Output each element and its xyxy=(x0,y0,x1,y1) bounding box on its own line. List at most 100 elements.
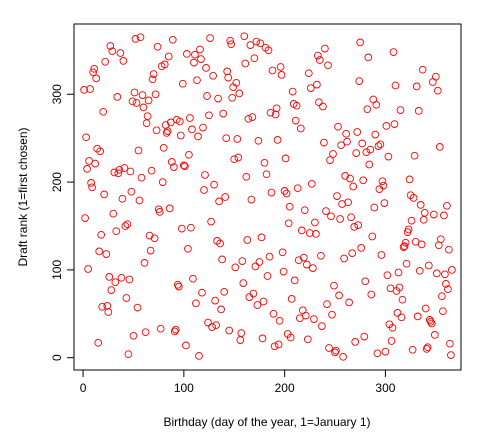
data-point xyxy=(326,156,334,164)
data-point xyxy=(200,186,208,194)
data-point xyxy=(242,172,251,181)
data-point xyxy=(438,292,446,301)
data-point xyxy=(419,215,428,224)
data-point xyxy=(410,151,419,160)
data-point xyxy=(416,201,425,209)
data-point xyxy=(446,339,454,348)
data-point xyxy=(417,240,426,249)
data-point xyxy=(257,233,266,242)
data-point xyxy=(232,78,241,87)
data-point xyxy=(127,187,136,196)
data-point xyxy=(433,86,442,95)
y-axis-label: Draft rank (1=first chosen) xyxy=(16,127,30,266)
data-point xyxy=(292,101,301,110)
data-point xyxy=(291,116,300,125)
data-point xyxy=(423,343,432,352)
data-point xyxy=(155,208,164,216)
data-point xyxy=(374,142,383,150)
data-point xyxy=(372,100,381,109)
data-point xyxy=(331,348,339,357)
data-point xyxy=(236,336,245,344)
data-point xyxy=(185,150,193,159)
data-point xyxy=(356,38,365,47)
data-point xyxy=(370,203,379,212)
data-point xyxy=(260,158,269,167)
data-point xyxy=(271,110,280,119)
data-point xyxy=(140,259,149,267)
data-point xyxy=(139,103,148,112)
data-point xyxy=(310,315,318,323)
data-point xyxy=(340,254,348,263)
data-point xyxy=(196,45,204,54)
data-point xyxy=(233,135,242,143)
data-point xyxy=(126,167,135,176)
data-point xyxy=(131,35,140,43)
data-point xyxy=(388,323,397,332)
data-point xyxy=(304,69,313,78)
data-point xyxy=(228,93,237,102)
x-axis-label: Birthday (day of the year, 1=January 1) xyxy=(163,415,370,429)
data-point xyxy=(122,294,131,302)
data-point xyxy=(119,57,128,65)
data-point xyxy=(306,84,315,92)
data-point xyxy=(195,352,203,360)
data-point xyxy=(381,347,390,356)
data-point xyxy=(203,92,211,100)
data-point xyxy=(125,275,134,284)
data-point xyxy=(327,212,335,221)
data-point xyxy=(128,97,137,106)
data-point xyxy=(102,250,111,258)
data-point xyxy=(258,334,267,343)
data-point xyxy=(426,317,435,326)
data-point xyxy=(413,312,422,321)
data-point xyxy=(180,161,188,170)
data-point xyxy=(274,340,283,349)
data-point xyxy=(276,63,285,71)
data-point xyxy=(219,109,228,118)
data-point xyxy=(380,199,389,207)
data-point xyxy=(82,133,90,142)
data-point xyxy=(88,183,96,192)
data-point xyxy=(171,325,180,334)
data-point xyxy=(296,124,305,133)
data-point xyxy=(268,66,277,75)
data-point xyxy=(239,279,248,287)
data-point xyxy=(442,280,450,288)
data-point xyxy=(98,302,107,311)
data-point xyxy=(243,236,252,244)
data-point xyxy=(96,147,105,156)
data-point xyxy=(265,252,274,261)
data-point xyxy=(134,146,143,155)
data-point xyxy=(346,174,354,183)
data-point xyxy=(270,342,279,351)
data-point xyxy=(389,48,398,56)
data-point xyxy=(186,114,194,122)
data-point xyxy=(86,85,94,93)
data-point xyxy=(231,263,240,272)
data-point xyxy=(402,259,411,268)
data-point xyxy=(84,265,92,273)
data-point xyxy=(246,41,255,49)
data-point xyxy=(113,93,122,101)
data-point xyxy=(337,141,345,150)
data-point xyxy=(350,223,359,231)
data-point xyxy=(156,324,165,333)
data-point xyxy=(81,214,89,222)
data-point xyxy=(160,60,169,69)
data-point xyxy=(197,55,205,63)
data-point xyxy=(360,332,369,341)
data-point xyxy=(133,303,142,312)
data-point xyxy=(305,229,314,237)
data-point xyxy=(387,337,396,345)
data-point xyxy=(358,139,367,148)
data-point xyxy=(322,207,330,215)
data-point xyxy=(373,349,382,358)
data-point xyxy=(235,89,244,98)
data-point xyxy=(107,286,116,294)
data-point xyxy=(267,188,276,197)
data-point xyxy=(87,179,95,187)
data-point xyxy=(311,218,319,227)
data-point xyxy=(412,82,421,91)
data-point xyxy=(132,99,141,107)
data-point xyxy=(178,79,187,88)
